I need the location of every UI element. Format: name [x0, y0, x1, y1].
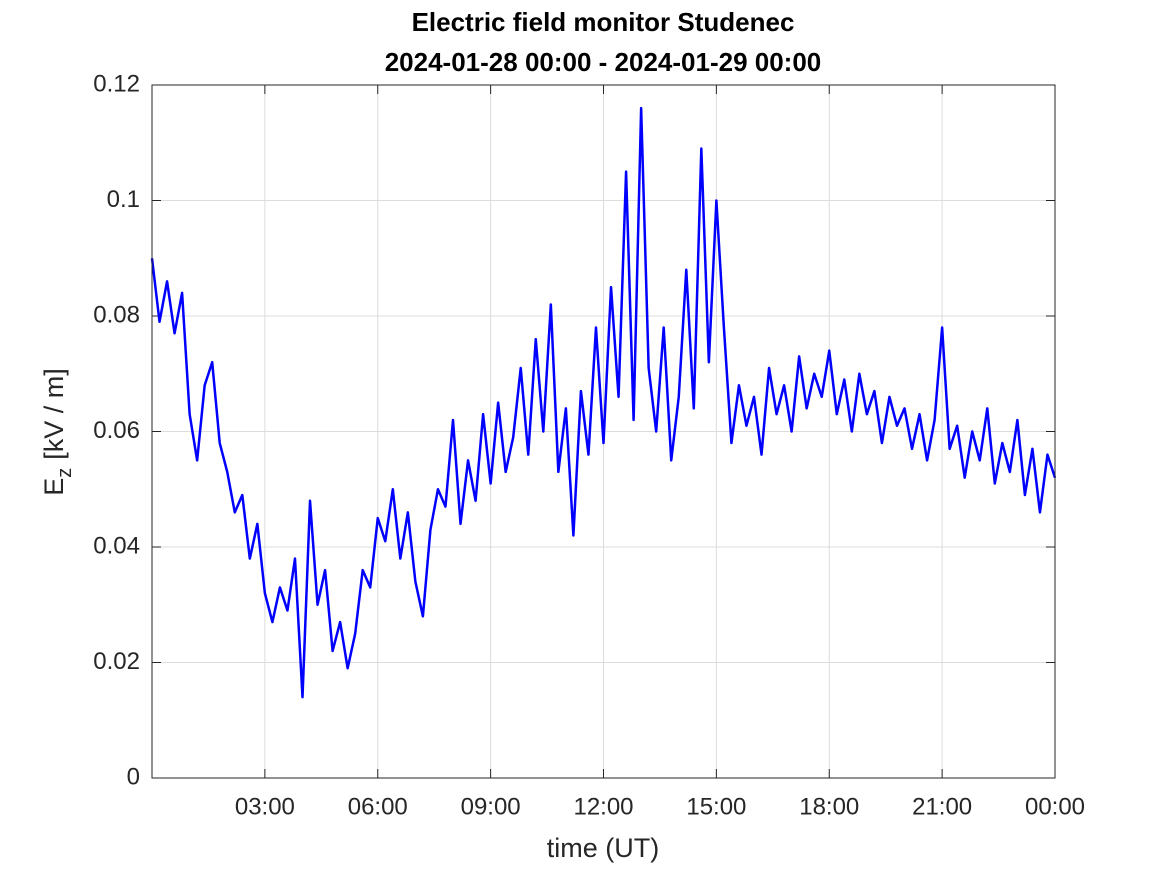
x-tick-label: 21:00 — [912, 793, 972, 820]
x-tick-label: 00:00 — [1025, 793, 1085, 820]
x-tick-label: 06:00 — [348, 793, 408, 820]
y-axis-label: Ez [kV / m] — [39, 368, 76, 496]
y-tick-label: 0 — [127, 763, 140, 790]
x-tick-label: 15:00 — [686, 793, 746, 820]
y-tick-label: 0.06 — [93, 417, 140, 444]
x-axis-label: time (UT) — [547, 833, 659, 863]
data-line — [150, 106, 1057, 699]
y-label-sub: z — [54, 468, 76, 478]
chart-subtitle: 2024-01-28 00:00 - 2024-01-29 00:00 — [385, 47, 822, 77]
x-tick-label: 09:00 — [461, 793, 521, 820]
plot-frame — [151, 84, 1056, 779]
y-tick-label: 0.04 — [93, 532, 140, 559]
y-tick-label: 0.08 — [93, 301, 140, 328]
y-label-rest: [kV / m] — [39, 368, 69, 460]
x-tick-label: 03:00 — [235, 793, 295, 820]
y-tick-label: 0.12 — [93, 70, 140, 97]
x-tick-label: 12:00 — [573, 793, 633, 820]
chart-title: Electric field monitor Studenec — [412, 7, 795, 37]
y-label-main: E — [39, 478, 69, 496]
y-tick-label: 0.1 — [107, 186, 140, 213]
y-tick-label: 0.02 — [93, 648, 140, 675]
x-tick-label: 18:00 — [799, 793, 859, 820]
